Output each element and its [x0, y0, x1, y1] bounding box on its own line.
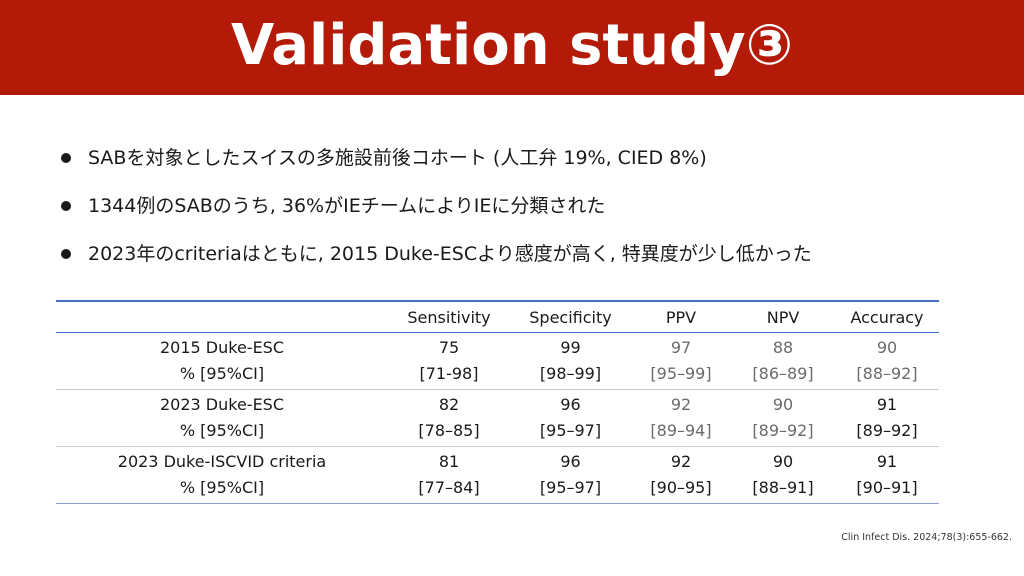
specificity-value: 99 [560, 338, 581, 357]
specificity-value: 96 [560, 395, 581, 414]
accuracy-ci: [88–92] [856, 364, 918, 383]
row-label: 2015 Duke-ESC [159, 338, 284, 357]
bullet-item-3: 2023年のcriteriaはともに, 2015 Duke-ESCより感度が高く… [58, 236, 998, 284]
accuracy-cell: 91 [89–92] [835, 390, 939, 447]
sensitivity-value: 81 [438, 452, 460, 471]
npv-value: 88 [772, 338, 794, 357]
ppv-value: 92 [670, 395, 692, 414]
bullet-item-1: SABを対象としたスイスの多施設前後コホート (人工弁 19%, CIED 8%… [58, 140, 998, 188]
npv-value: 90 [772, 395, 794, 414]
bullet-dot-icon [61, 249, 71, 259]
table-row: 2015 Duke-ESC % [95%CI] 75 [71-98] 99 [9… [56, 333, 939, 390]
slide-title: Validation study③ [230, 13, 794, 78]
row-label-cell: 2015 Duke-ESC % [95%CI] [56, 333, 388, 390]
accuracy-ci: [89–92] [856, 421, 918, 440]
bullet-dot-icon [61, 153, 71, 163]
table-row: 2023 Duke-ISCVID criteria % [95%CI] 81 [… [56, 447, 939, 504]
sensitivity-cell: 81 [77–84] [388, 447, 510, 504]
npv-cell: 90 [88–91] [731, 447, 835, 504]
sensitivity-ci: [77–84] [418, 478, 480, 497]
ppv-value: 97 [670, 338, 692, 357]
ppv-cell: 97 [95–99] [631, 333, 731, 390]
npv-cell: 90 [89–92] [731, 390, 835, 447]
specificity-cell: 99 [98–99] [510, 333, 631, 390]
sensitivity-ci: [78–85] [418, 421, 480, 440]
specificity-ci: [95–97] [539, 478, 602, 497]
bullet-item-2: 1344例のSABのうち, 36%がIEチームによりIEに分類された [58, 188, 998, 236]
npv-ci: [88–91] [752, 478, 814, 497]
row-sublabel: % [95%CI] [179, 421, 265, 440]
validation-table: Sensitivity Specificity PPV NPV Accuracy… [56, 300, 939, 504]
bullet-list: SABを対象としたスイスの多施設前後コホート (人工弁 19%, CIED 8%… [58, 140, 998, 284]
table-header-row: Sensitivity Specificity PPV NPV Accuracy [56, 301, 939, 333]
accuracy-value: 90 [876, 338, 898, 357]
sensitivity-ci: [71-98] [419, 364, 479, 383]
npv-cell: 88 [86–89] [731, 333, 835, 390]
row-sublabel: % [95%CI] [179, 364, 265, 383]
bullet-text-1: SABを対象としたスイスの多施設前後コホート (人工弁 19%, CIED 8%… [88, 147, 707, 169]
row-label: 2023 Duke-ESC [159, 395, 284, 414]
npv-ci: [89–92] [752, 421, 814, 440]
sensitivity-value: 75 [438, 338, 460, 357]
ppv-ci: [95–99] [650, 364, 712, 383]
bullet-text-3: 2023年のcriteriaはともに, 2015 Duke-ESCより感度が高く… [88, 243, 812, 265]
sensitivity-value: 82 [438, 395, 460, 414]
bullet-dot-icon [61, 201, 71, 211]
ppv-ci: [89–94] [650, 421, 712, 440]
accuracy-value: 91 [876, 452, 898, 471]
header-specificity: Specificity [529, 307, 612, 327]
row-sublabel: % [95%CI] [179, 478, 265, 497]
accuracy-cell: 90 [88–92] [835, 333, 939, 390]
accuracy-value: 91 [876, 395, 898, 414]
header-npv: NPV [766, 307, 800, 327]
citation: Clin Infect Dis. 2024;78(3):655-662. [841, 532, 1012, 543]
bullet-text-2: 1344例のSABのうち, 36%がIEチームによりIEに分類された [88, 195, 606, 217]
npv-ci: [86–89] [752, 364, 814, 383]
ppv-cell: 92 [89–94] [631, 390, 731, 447]
header-ppv: PPV [665, 307, 697, 327]
title-bar: Validation study③ [0, 0, 1024, 95]
header-accuracy: Accuracy [850, 307, 924, 327]
specificity-ci: [98–99] [539, 364, 602, 383]
ppv-cell: 92 [90–95] [631, 447, 731, 504]
ppv-value: 92 [670, 452, 692, 471]
sensitivity-cell: 75 [71-98] [388, 333, 510, 390]
header-sensitivity: Sensitivity [407, 307, 491, 327]
row-label-cell: 2023 Duke-ESC % [95%CI] [56, 390, 388, 447]
specificity-ci: [95–97] [539, 421, 602, 440]
row-label: 2023 Duke-ISCVID criteria [117, 452, 327, 471]
specificity-cell: 96 [95–97] [510, 390, 631, 447]
specificity-cell: 96 [95–97] [510, 447, 631, 504]
npv-value: 90 [772, 452, 794, 471]
header-empty [56, 301, 388, 333]
specificity-value: 96 [560, 452, 581, 471]
accuracy-cell: 91 [90–91] [835, 447, 939, 504]
row-label-cell: 2023 Duke-ISCVID criteria % [95%CI] [56, 447, 388, 504]
table-row: 2023 Duke-ESC % [95%CI] 82 [78–85] 96 [9… [56, 390, 939, 447]
ppv-ci: [90–95] [650, 478, 712, 497]
accuracy-ci: [90–91] [856, 478, 918, 497]
sensitivity-cell: 82 [78–85] [388, 390, 510, 447]
